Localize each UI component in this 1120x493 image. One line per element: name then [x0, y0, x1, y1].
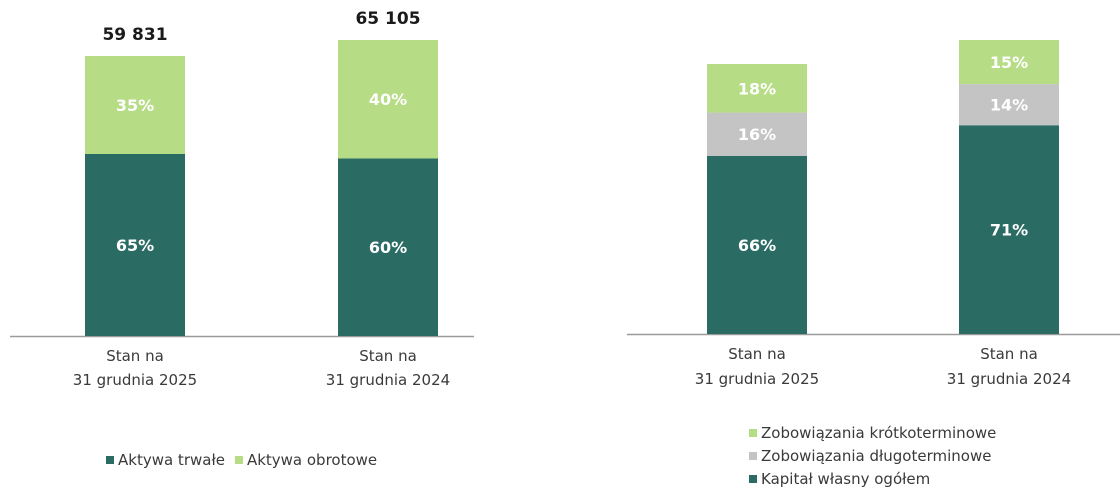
legend-label: Aktywa trwałe — [118, 451, 225, 469]
bar-segment — [85, 154, 185, 336]
legend-swatch — [106, 456, 114, 464]
data-label: 16% — [738, 125, 776, 144]
data-label: 15% — [990, 53, 1028, 72]
legend-label: Zobowiązania krótkoterminowe — [761, 424, 996, 442]
legend-swatch — [749, 475, 757, 483]
legend-swatch — [749, 429, 757, 437]
data-label: 35% — [116, 96, 154, 115]
bar-total-label: 59 831 — [102, 25, 167, 45]
assets-structure-chart: 65% 35% 59 831 Stan na 31 grudnia 2025 60% 40%… — [10, 9, 474, 469]
bar-segment — [85, 56, 185, 154]
legend-label: Kapitał własny ogółem — [761, 470, 930, 488]
legend-label: Zobowiązania długoterminowe — [761, 447, 991, 465]
category-label: Stan na — [980, 345, 1038, 363]
category-label: 31 grudnia 2025 — [695, 370, 819, 388]
bar-segment — [338, 158, 438, 336]
bar-segment — [707, 112, 807, 156]
bar-segment — [707, 64, 807, 113]
legend-swatch — [749, 452, 757, 460]
legend-swatch — [234, 456, 243, 464]
bar-segment — [707, 155, 807, 334]
data-label: 66% — [738, 236, 776, 255]
data-label: 18% — [738, 79, 776, 98]
legend-label: Aktywa obrotowe — [247, 451, 377, 469]
category-label: 31 grudnia 2024 — [947, 370, 1071, 388]
data-label: 71% — [990, 221, 1028, 240]
category-label: Stan na — [106, 347, 164, 365]
category-label: Stan na — [728, 345, 786, 363]
category-label: Stan na — [359, 347, 417, 365]
bar-segment — [959, 125, 1059, 334]
bar-segment — [959, 84, 1059, 126]
data-label: 40% — [369, 90, 407, 109]
data-label: 60% — [369, 238, 407, 257]
data-label: 14% — [990, 96, 1028, 115]
bar-segment — [959, 40, 1059, 85]
category-label: 31 grudnia 2024 — [326, 371, 450, 389]
bar-total-label: 65 105 — [355, 9, 420, 29]
bar-segment — [338, 40, 438, 159]
equity-liabilities-structure-chart: 66% 16% 18% Stan na 31 grudnia 2025 71% 14% 15%… — [627, 40, 1120, 488]
data-label: 65% — [116, 236, 154, 255]
category-label: 31 grudnia 2025 — [73, 371, 197, 389]
